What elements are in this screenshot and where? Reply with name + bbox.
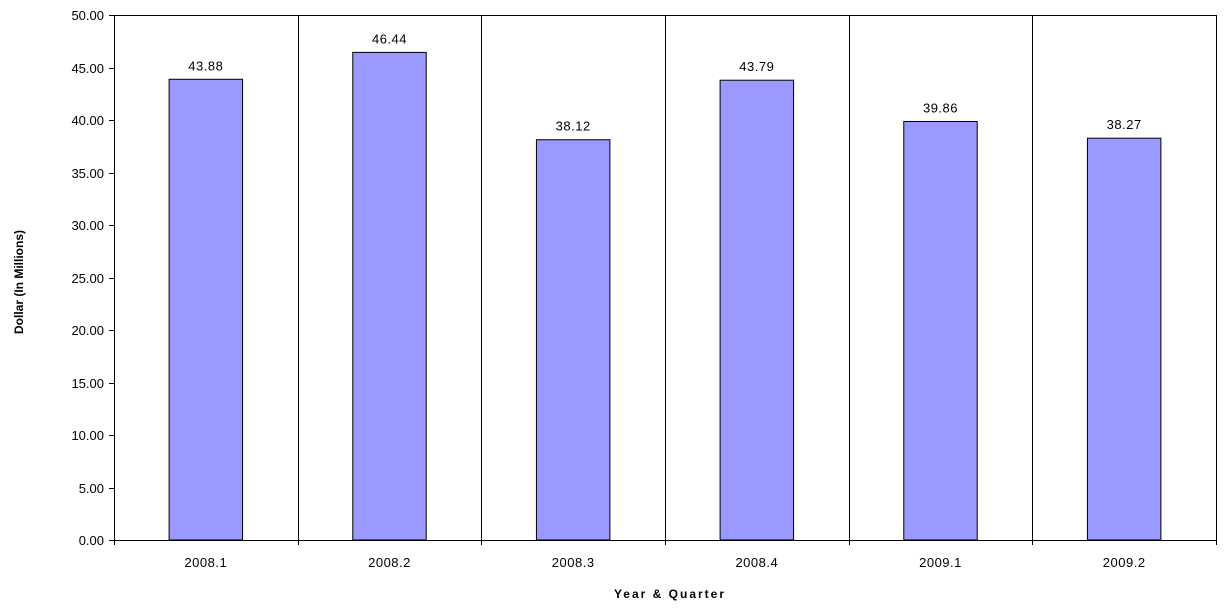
data-labels: 43.88 46.44 38.12 43.79 39.86 38.27 bbox=[188, 31, 1141, 133]
y-tick-label: 15.00 bbox=[71, 376, 104, 391]
y-tick-label: 40.00 bbox=[71, 113, 104, 128]
x-tick-label: 2009.1 bbox=[919, 555, 962, 570]
bar bbox=[352, 51, 427, 541]
data-label: 38.12 bbox=[556, 119, 591, 134]
x-tick-label: 2008.2 bbox=[368, 555, 411, 570]
bar bbox=[535, 139, 611, 541]
x-axis-title: Year & Quarter bbox=[614, 587, 726, 601]
y-tick-label: 35.00 bbox=[71, 166, 104, 181]
bar bbox=[903, 120, 978, 541]
x-tick-label: 2008.1 bbox=[184, 555, 227, 570]
gridlines bbox=[298, 15, 1033, 540]
y-tick-label: 5.00 bbox=[79, 481, 104, 496]
y-tick-label: 0.00 bbox=[79, 533, 104, 548]
bars bbox=[168, 51, 1162, 541]
y-tick-label: 25.00 bbox=[71, 271, 104, 286]
x-tick-label: 2008.4 bbox=[735, 555, 778, 570]
data-label: 39.86 bbox=[923, 100, 958, 115]
y-tick-label: 45.00 bbox=[71, 61, 104, 76]
y-tick-label: 10.00 bbox=[71, 428, 104, 443]
y-tick-label: 20.00 bbox=[71, 323, 104, 338]
data-label: 43.79 bbox=[739, 59, 774, 74]
x-tick-label: 2009.2 bbox=[1103, 555, 1146, 570]
data-label: 43.88 bbox=[188, 58, 223, 73]
y-axis-title: Dollar (In Millions) bbox=[12, 230, 26, 334]
x-tick-label: 2008.3 bbox=[552, 555, 595, 570]
y-tick-label: 50.00 bbox=[71, 8, 104, 23]
bar bbox=[168, 78, 244, 541]
x-axis: 2008.1 2008.2 2008.3 2008.4 2009.1 2009.2 bbox=[114, 540, 1217, 570]
y-tick-label: 30.00 bbox=[71, 218, 104, 233]
data-label: 38.27 bbox=[1107, 117, 1142, 132]
data-label: 46.44 bbox=[372, 31, 407, 46]
bar bbox=[1086, 137, 1162, 541]
bar bbox=[719, 79, 795, 541]
y-axis: 0.00 5.00 10.00 15.00 20.00 25.00 30.00 35.00 40… bbox=[71, 8, 115, 548]
